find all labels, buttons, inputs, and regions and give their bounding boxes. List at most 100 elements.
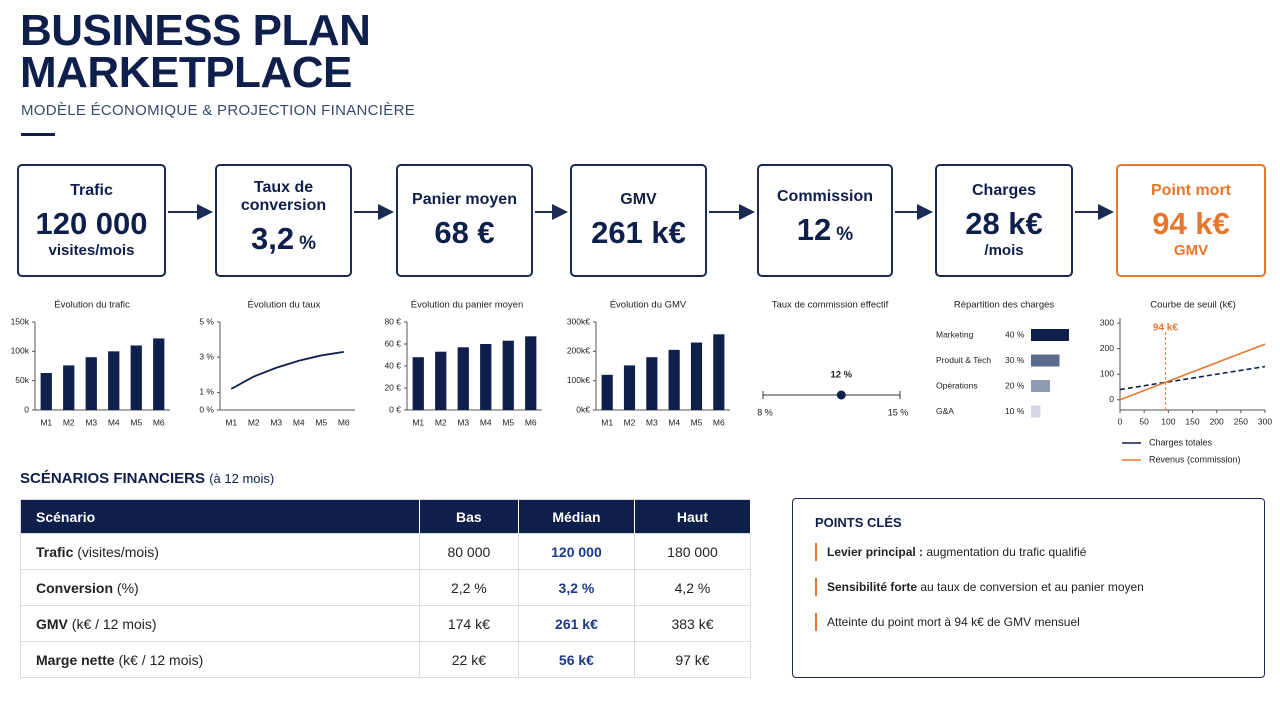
- line: [1119, 365, 1266, 391]
- range-label: 15 %: [888, 407, 909, 417]
- kpi-value: 12%: [797, 212, 853, 253]
- x-tick-label: M1: [225, 417, 237, 427]
- kpi-card: Taux de conversion 3,2%: [215, 164, 352, 277]
- kpi-value: 94 k€: [1152, 206, 1230, 242]
- bar: [1031, 380, 1050, 392]
- x-tick-label: M6: [525, 417, 537, 427]
- y-tick-label: 5 %: [199, 316, 214, 326]
- y-tick-label: 1 %: [199, 387, 214, 397]
- x-tick-label: M1: [40, 417, 52, 427]
- chart-title: Taux de commission effectif: [772, 300, 889, 311]
- bar: [1031, 329, 1069, 341]
- header-row: Scénario Bas Médian Haut: [20, 499, 752, 534]
- cell: 2,2 %: [419, 569, 519, 606]
- kpi-label: Commission: [776, 188, 873, 205]
- kpi-card: Commission 12%: [757, 164, 893, 277]
- scenarios-subtitle: (à 12 mois): [209, 471, 275, 486]
- bar: [108, 351, 120, 410]
- y-tick-label: 300k€: [567, 316, 590, 326]
- x-tick-label: M2: [63, 417, 75, 427]
- x-tick-label: 250: [1234, 416, 1248, 426]
- kpi-unit: /mois: [984, 241, 1024, 259]
- y-tick-label: 150k: [11, 316, 30, 326]
- x-tick-label: M6: [153, 417, 165, 427]
- bar: [130, 345, 142, 410]
- key-points: POINTS CLÉS Levier principal : augmentati…: [792, 498, 1265, 678]
- bar: [713, 334, 725, 410]
- column-header: Scénario: [20, 499, 420, 534]
- kpi-card: GMV 261 k€: [570, 164, 707, 277]
- x-tick-label: M4: [108, 417, 120, 427]
- bar: [480, 344, 492, 410]
- title: BUSINESS PLAN MARKETPLACE: [20, 9, 371, 95]
- kpi-unit: %: [299, 233, 316, 254]
- bar-category: G&A: [936, 406, 954, 416]
- bar: [502, 340, 514, 410]
- bar: [412, 357, 424, 410]
- column-header: Haut: [634, 499, 752, 534]
- row: Trafic (visites/mois) 80 000 120 000 180 00…: [20, 533, 752, 570]
- key-point-text: augmentation du trafic qualifié: [926, 545, 1087, 559]
- x-tick-label: M1: [601, 417, 613, 427]
- x-tick-label: M4: [668, 417, 680, 427]
- kpi-card: Panier moyen 68 €: [396, 164, 533, 277]
- cell: 4,2 %: [634, 569, 752, 606]
- cell: 97 k€: [634, 641, 752, 678]
- bar: [153, 338, 165, 410]
- y-tick-label: 200k€: [567, 346, 590, 356]
- range-marker: [836, 390, 846, 400]
- x-tick-label: M5: [691, 417, 703, 427]
- row-unit: (%): [116, 579, 139, 596]
- cell: 3,2 %: [518, 569, 635, 606]
- cell: 261 k€: [518, 605, 635, 642]
- kpi-label: GMV: [620, 190, 657, 208]
- kpi-unit: %: [836, 224, 854, 245]
- charts: Évolution du trafic 0 50k 100k 150k M1 M2 M3 M4 M…: [11, 300, 1273, 465]
- row-name: Trafic: [36, 543, 74, 560]
- y-tick-label: 100k€: [567, 375, 590, 385]
- y-tick-label: 50k: [15, 375, 29, 385]
- kpi-number: 68 €: [434, 214, 495, 250]
- bar: [525, 336, 537, 410]
- cell: 120 000: [518, 533, 635, 570]
- kpi-label: Panier moyen: [412, 190, 517, 208]
- range-value: 12 %: [830, 370, 852, 381]
- line: [230, 351, 344, 390]
- x-tick-label: M5: [130, 417, 142, 427]
- kpi-card: Charges 28 k€/mois: [935, 164, 1073, 277]
- x-tick-label: 200: [1210, 416, 1224, 426]
- x-tick-label: 100: [1161, 416, 1175, 426]
- row-unit: (k€ / 12 mois): [71, 615, 157, 632]
- x-tick-label: M5: [502, 417, 514, 427]
- scenarios-heading: SCÉNARIOS FINANCIERS: [20, 470, 206, 487]
- cell: 80 000: [419, 533, 519, 570]
- row-label: Conversion (%): [20, 569, 420, 606]
- cell: 180 000: [634, 533, 752, 570]
- arrows: [168, 204, 1114, 220]
- cell: 22 k€: [419, 641, 519, 678]
- x-tick-label: M3: [270, 417, 282, 427]
- row-label: Trafic (visites/mois): [20, 533, 420, 570]
- y-tick-label: 40 €: [384, 360, 401, 370]
- bar: [40, 373, 52, 410]
- x-tick-label: 150: [1185, 416, 1199, 426]
- bar: [623, 365, 636, 410]
- y-tick-label: 100k: [11, 346, 30, 356]
- y-tick-label: 60 €: [384, 338, 401, 348]
- bar: [601, 374, 613, 410]
- scenarios-title: SCÉNARIOS FINANCIERS (à 12 mois): [20, 470, 274, 487]
- key-points-title: POINTS CLÉS: [815, 515, 902, 530]
- y-tick-label: 200: [1100, 343, 1114, 353]
- kpi-number: 28 k€: [965, 205, 1043, 241]
- column-header: Médian: [518, 499, 635, 534]
- kpi-number: 261 k€: [591, 214, 686, 250]
- y-tick-label: 0 €: [389, 404, 401, 414]
- chart-title: Évolution du panier moyen: [411, 300, 524, 311]
- y-tick-label: 80 €: [384, 316, 401, 326]
- chart-title: Répartition des charges: [954, 300, 1055, 311]
- kpi-card: Trafic 120 000 visites/mois: [17, 164, 166, 277]
- kpi-unit: visites/mois: [48, 241, 135, 259]
- x-tick-label: M3: [85, 417, 97, 427]
- bar: [85, 357, 97, 410]
- kpi-unit: GMV: [1173, 241, 1209, 259]
